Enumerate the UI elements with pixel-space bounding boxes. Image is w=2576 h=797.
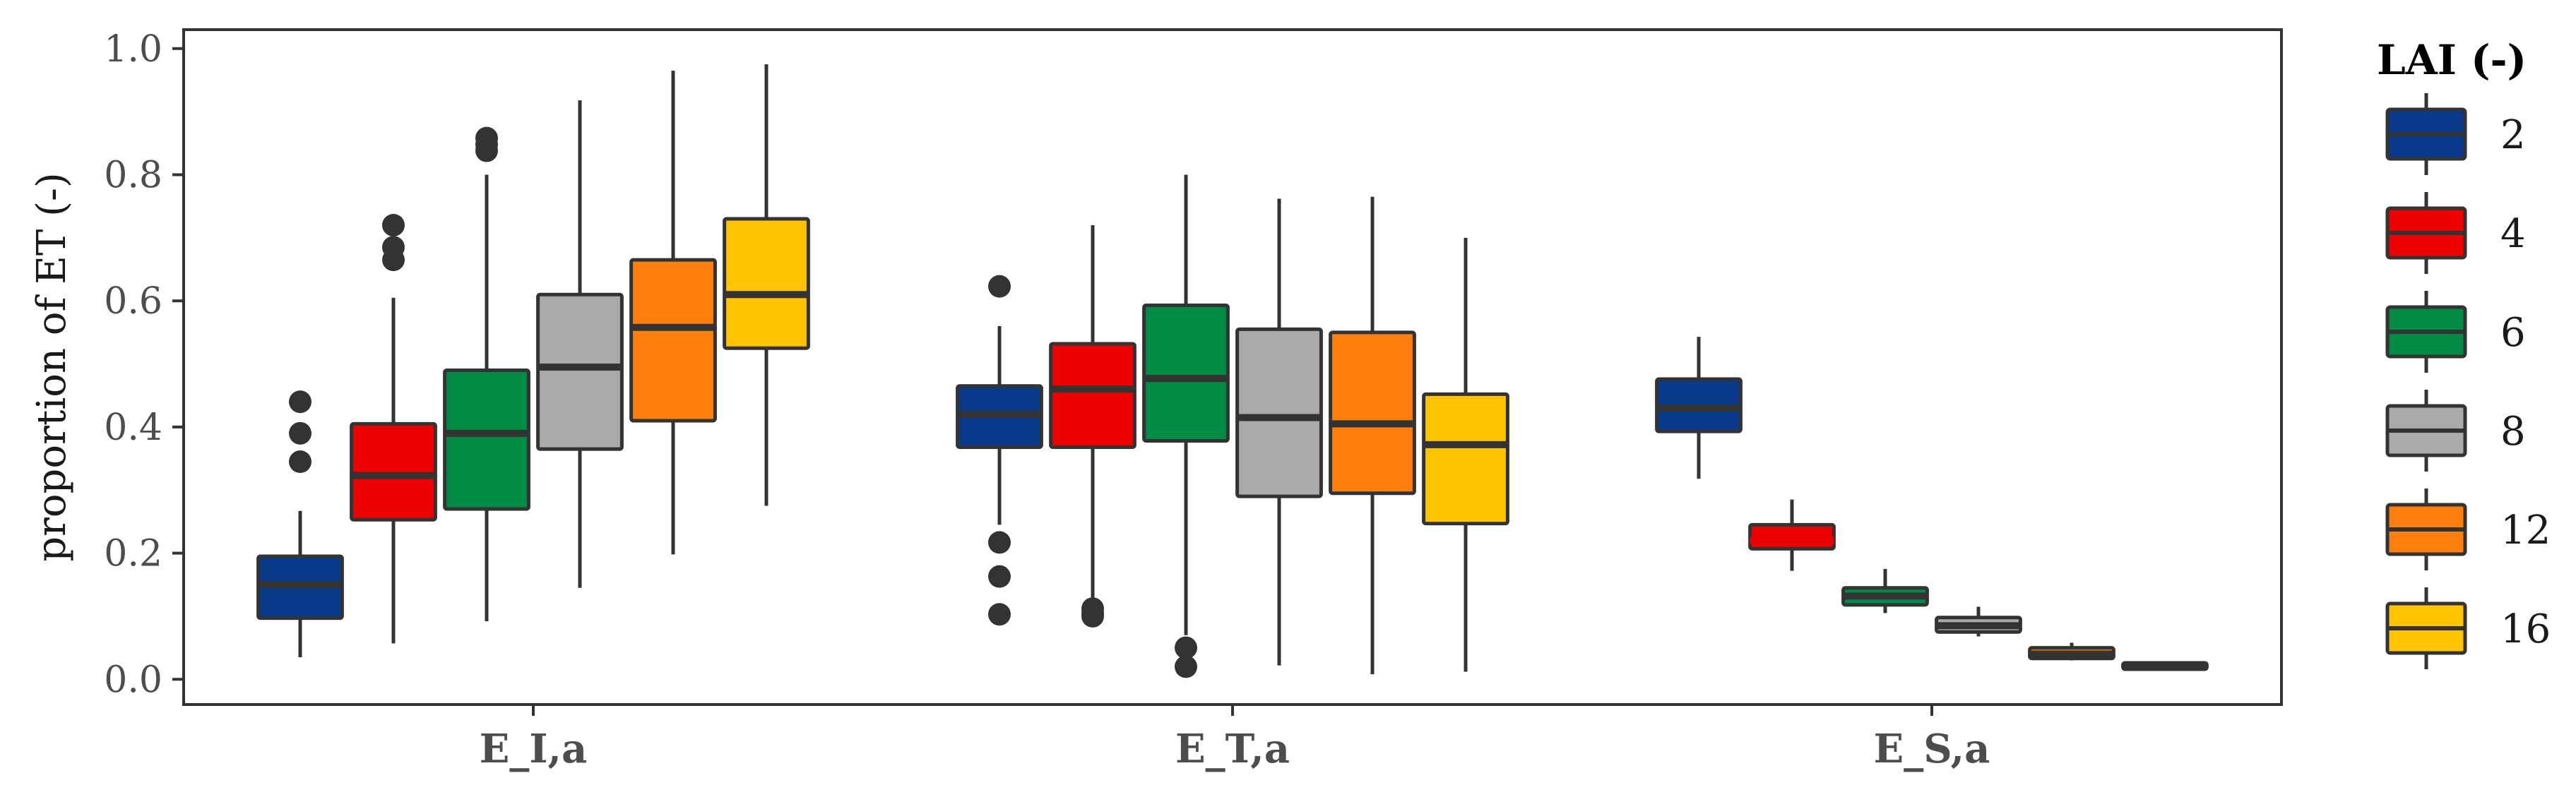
box-group [956,275,1043,626]
box-group [256,390,344,657]
y-tick-label: 0.6 [104,280,162,323]
box-group [1422,237,1509,672]
box-iqr [443,368,530,511]
box-iqr [1049,342,1136,449]
legend-label: 4 [2500,211,2526,257]
x-category-label: E_S,a [1874,726,1990,772]
y-axis-title: proportion of ET (-) [29,172,75,562]
box-group [1329,196,1416,675]
legend: LAI (-) 2 4 6 8 12 16 [2377,36,2551,669]
y-tick-label: 0.4 [104,407,162,449]
box-outlier-point [1175,636,1197,659]
box-group [2121,661,2209,671]
box-outlier-point [1175,655,1197,678]
box-group [1841,568,1929,613]
box-outlier-point [382,236,405,259]
box-iqr [1422,392,1509,526]
box-group [723,64,810,506]
box-outlier-point [289,421,311,445]
box-group [1235,198,1323,666]
legend-item: 2 [2385,93,2526,175]
box-group [1935,606,2022,637]
box-outlier-point [988,603,1011,626]
legend-label: 16 [2500,606,2551,652]
legend-label: 8 [2500,409,2526,455]
box-outlier-point [1081,597,1104,621]
box-outlier-point [289,450,311,474]
x-axis: E_I,a E_T,a E_S,a [480,705,1990,772]
box-iqr [1748,522,1836,551]
plot-boxes [256,64,2209,678]
x-category-label: E_T,a [1175,726,1290,772]
box-group [629,71,717,555]
box-iqr [629,258,717,423]
legend-label: 2 [2500,112,2526,158]
box-iqr [1329,330,1416,496]
box-iqr [723,217,810,350]
box-iqr [1142,303,1230,443]
box-group [443,126,530,622]
y-tick-label: 0.2 [104,533,162,575]
legend-label: 6 [2500,310,2526,356]
box-outlier-point [289,390,311,414]
legend-title: LAI (-) [2377,36,2527,84]
legend-item: 4 [2385,192,2526,274]
box-group [1049,224,1136,628]
box-outlier-point [988,531,1011,554]
legend-item: 12 [2385,489,2551,570]
y-axis: 0.0 0.2 0.4 0.6 0.8 1.0 [104,28,184,701]
box-outlier-point [475,126,498,150]
box-iqr [536,292,624,451]
y-tick-label: 1.0 [104,28,162,71]
box-group [1142,174,1230,678]
box-group [1748,499,1836,571]
box-outlier-point [988,565,1011,588]
legend-label: 12 [2500,508,2551,553]
box-group [536,100,624,588]
x-category-label: E_I,a [480,726,588,772]
y-tick-label: 0.0 [104,659,162,701]
legend-item: 8 [2385,390,2526,472]
box-outlier-point [988,275,1011,298]
y-tick-label: 0.8 [104,154,162,196]
legend-keys: 2 4 6 8 12 16 [2385,93,2551,669]
box-group [350,213,437,644]
box-iqr [350,421,437,522]
box-outlier-point [382,213,405,236]
box-iqr [1235,327,1323,498]
box-group [2028,642,2115,661]
legend-item: 6 [2385,291,2526,373]
legend-item: 16 [2385,587,2551,669]
box-group [1655,337,1743,479]
